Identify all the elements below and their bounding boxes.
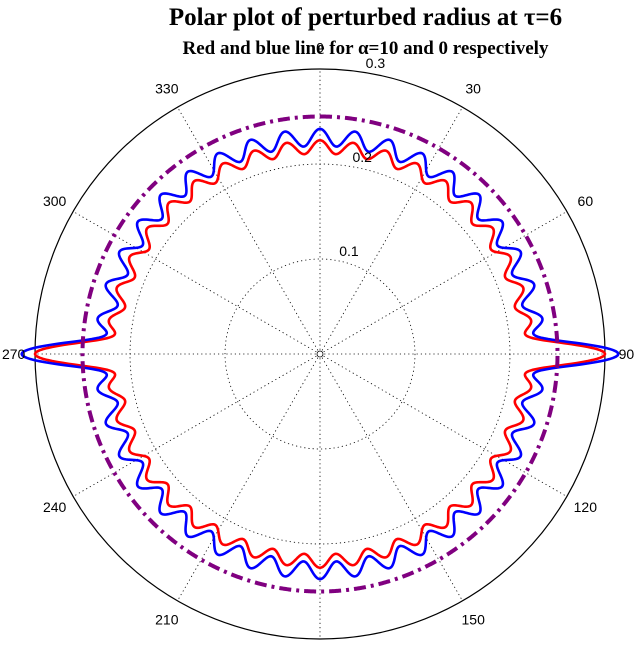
chart-title: Polar plot of perturbed radius at τ=6 <box>168 4 563 31</box>
radial-tick-label: 0.2 <box>352 149 372 165</box>
angle-tick-label: 330 <box>155 81 179 97</box>
angle-tick-label: 300 <box>43 193 67 209</box>
angle-tick-label: 30 <box>465 81 481 97</box>
angle-tick-label: 210 <box>155 611 179 627</box>
spoke-line <box>319 353 568 497</box>
angle-tick-label: 240 <box>43 499 67 515</box>
angle-tick-label: 120 <box>574 499 598 515</box>
polar-grid <box>34 68 606 640</box>
angle-tick-label: 180 <box>308 652 332 654</box>
angle-tick-label: 150 <box>462 611 486 627</box>
spoke-line <box>319 211 568 355</box>
spoke-line <box>72 211 321 355</box>
angle-tick-label: 90 <box>619 346 635 362</box>
series-line-3 <box>80 114 560 594</box>
series-line-1 <box>33 138 607 570</box>
radial-grid-circle <box>129 163 511 545</box>
angle-tick-label: 0 <box>316 40 324 56</box>
angle-tick-label: 270 <box>2 346 26 362</box>
tick-labels: 0 30 60 90 120 150 180 210 240 270 300 330 0.1 0.2 0.3 <box>2 40 634 654</box>
radial-tick-label: 0.1 <box>339 243 359 259</box>
spoke-line <box>72 353 321 497</box>
radial-grid-circle <box>224 258 416 450</box>
series-group <box>20 114 620 594</box>
chart-subtitle: Red and blue line for α=10 and 0 respect… <box>182 38 549 59</box>
radial-tick-label: 0.3 <box>366 55 386 71</box>
series-line-2 <box>20 127 620 581</box>
center-marker <box>316 350 324 358</box>
angle-tick-label: 60 <box>578 193 594 209</box>
